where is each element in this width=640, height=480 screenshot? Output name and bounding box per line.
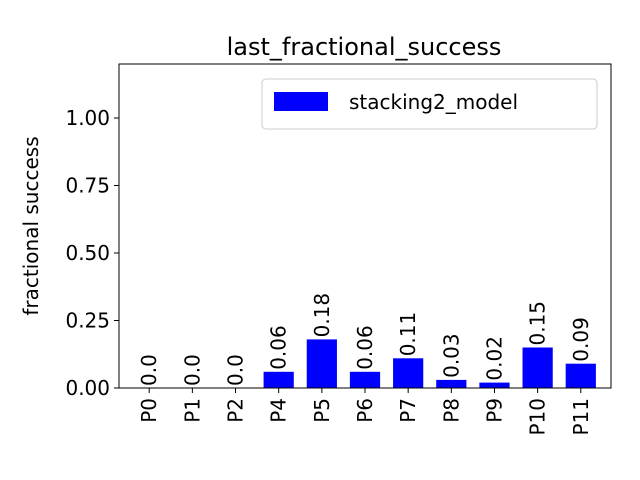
bar-label-P11: 0.09	[569, 317, 593, 362]
x-tick-label-P1: P1	[180, 398, 204, 423]
x-tick-label-P0: P0	[137, 398, 161, 423]
x-tick-label-P4: P4	[267, 398, 291, 423]
legend: stacking2_model	[261, 78, 598, 130]
bar-P8	[436, 379, 467, 388]
bar-P10	[522, 347, 553, 388]
bars-group	[263, 339, 596, 388]
bar-label-P8: 0.03	[439, 333, 463, 378]
bar-label-P9: 0.02	[482, 336, 506, 381]
y-tick-label-0: 0.00	[65, 376, 110, 400]
x-axis-ticks: P0 P1 P2 P4 P5 P6 P7 P8 P9 P10 P11	[137, 388, 593, 436]
x-tick-label-P9: P9	[482, 398, 506, 423]
bar-P5	[306, 339, 337, 388]
y-tick-label-2: 0.50	[65, 241, 110, 265]
bar-P7	[393, 358, 424, 388]
plot-frame	[118, 63, 612, 389]
y-axis-ticks: 0.00 0.25 0.50 0.75 1.00	[65, 106, 119, 400]
x-tick-label-P6: P6	[353, 398, 377, 423]
x-tick-label-P2: P2	[224, 398, 248, 423]
x-tick-label-P10: P10	[526, 398, 550, 436]
bar-labels-group: 0.0 0.0 0.0 0.06 0.18 0.06 0.11 0.03 0.02 0.15 0.0…	[137, 293, 593, 386]
legend-label: stacking2_model	[349, 90, 518, 114]
bar-label-P5: 0.18	[310, 293, 334, 338]
y-tick-label-3: 0.75	[65, 174, 110, 198]
bar-label-P2: 0.0	[224, 354, 248, 386]
y-tick-label-1: 0.25	[65, 309, 110, 333]
bar-label-P6: 0.06	[353, 325, 377, 370]
bar-label-P10: 0.15	[526, 301, 550, 346]
bar-label-P4: 0.06	[267, 325, 291, 370]
chart-title: last_fractional_success	[227, 33, 502, 61]
x-tick-label-P11: P11	[569, 398, 593, 436]
bar-label-P1: 0.0	[180, 354, 204, 386]
y-tick-label-4: 1.00	[65, 106, 110, 130]
bar-P4	[263, 371, 294, 388]
bar-P11	[565, 363, 596, 388]
bar-P6	[349, 371, 381, 388]
bar-P9	[479, 382, 510, 388]
x-tick-label-P8: P8	[439, 398, 463, 423]
x-tick-label-P7: P7	[396, 398, 420, 423]
legend-swatch	[274, 92, 328, 111]
bar-label-P0: 0.0	[137, 354, 161, 386]
x-tick-label-P5: P5	[310, 398, 334, 423]
y-axis-label: fractional success	[19, 136, 43, 315]
legend-box	[261, 78, 598, 130]
bar-label-P7: 0.11	[396, 312, 420, 357]
